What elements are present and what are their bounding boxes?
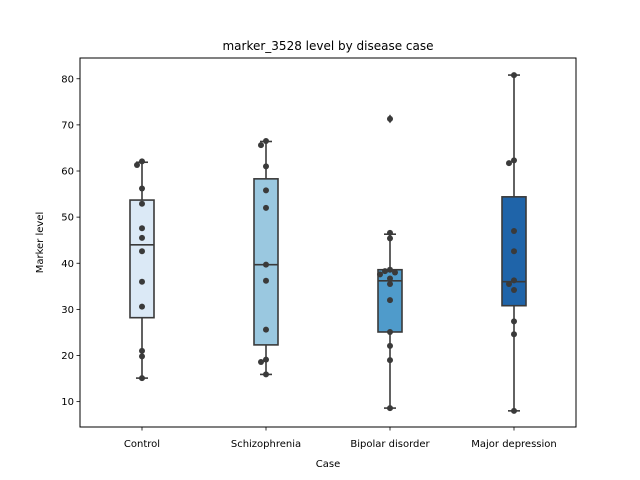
data-point <box>139 158 145 165</box>
data-point <box>377 271 383 278</box>
x-tick-label: Control <box>124 439 160 450</box>
x-tick-label: Schizophrenia <box>231 439 301 450</box>
data-point <box>263 204 269 211</box>
data-point <box>263 326 269 333</box>
y-tick-label: 10 <box>61 397 74 408</box>
data-point <box>387 342 393 349</box>
data-point <box>139 347 145 354</box>
box <box>129 199 155 319</box>
y-axis-label: Marker level <box>35 212 46 274</box>
data-point <box>387 235 393 242</box>
axes: 10 20 30 40 50 60 70 80 Control Schizophrenia Bipo… <box>61 74 556 450</box>
data-point <box>387 297 393 304</box>
data-point <box>139 353 145 360</box>
data-point <box>258 142 264 149</box>
box-group <box>129 161 155 379</box>
data-point <box>258 358 264 365</box>
data-point <box>139 225 145 232</box>
data-point <box>134 162 140 169</box>
plot-area <box>129 72 527 414</box>
y-tick-label: 50 <box>61 213 74 224</box>
data-point <box>263 138 269 145</box>
x-axis-label: Case <box>316 459 340 470</box>
data-point <box>263 356 269 363</box>
data-point <box>139 303 145 310</box>
x-tick-label: Major depression <box>471 439 557 450</box>
data-point <box>263 261 269 268</box>
data-point <box>511 318 517 325</box>
data-point <box>511 227 517 234</box>
data-point <box>387 229 393 236</box>
data-point <box>511 287 517 294</box>
data-point <box>387 281 393 288</box>
y-tick-label: 40 <box>61 259 74 270</box>
data-point <box>263 277 269 284</box>
data-point <box>511 277 517 284</box>
data-point <box>511 331 517 338</box>
data-point <box>387 357 393 364</box>
x-tick-label: Bipolar disorder <box>350 439 430 450</box>
data-point <box>387 275 393 282</box>
data-point <box>506 281 512 288</box>
data-point <box>392 269 398 276</box>
data-point <box>387 328 393 335</box>
data-point <box>387 405 393 412</box>
data-point <box>511 72 517 79</box>
y-tick-label: 60 <box>61 167 74 178</box>
data-point <box>511 407 517 414</box>
plot-frame <box>79 57 577 428</box>
y-tick-label: 20 <box>61 351 74 362</box>
data-point <box>506 160 512 167</box>
data-point <box>139 278 145 285</box>
data-point <box>263 187 269 194</box>
y-tick-label: 70 <box>61 120 74 131</box>
data-point <box>139 234 145 241</box>
box-group <box>377 114 403 409</box>
box-group <box>253 140 279 376</box>
data-point <box>139 185 145 192</box>
data-point <box>511 248 517 255</box>
data-point <box>263 163 269 170</box>
data-point <box>387 115 393 122</box>
data-point <box>263 371 269 378</box>
data-point <box>387 266 393 273</box>
data-point <box>382 268 388 275</box>
data-point <box>511 157 517 164</box>
box-group <box>501 74 527 412</box>
y-tick-label: 30 <box>61 305 74 316</box>
data-point <box>139 248 145 255</box>
chart-title: marker_3528 level by disease case <box>222 39 433 53</box>
data-point <box>139 375 145 382</box>
data-point <box>139 200 145 207</box>
y-tick-label: 80 <box>61 74 74 85</box>
